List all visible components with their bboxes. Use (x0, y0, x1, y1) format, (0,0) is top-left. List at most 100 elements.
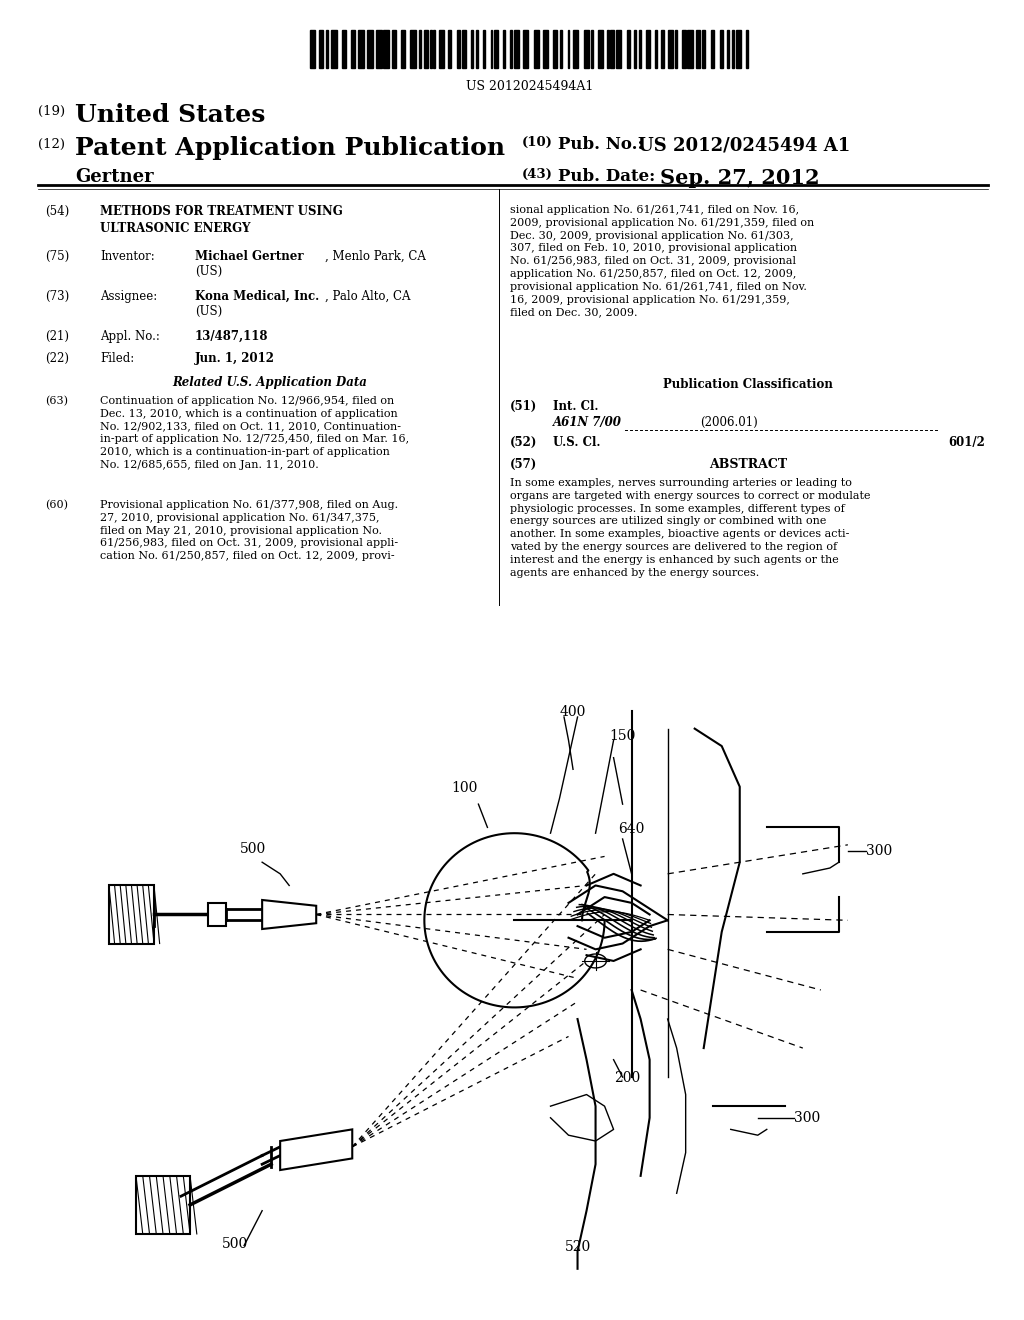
Bar (358, 30, 364, 69)
Text: Filed:: Filed: (100, 352, 134, 366)
Text: (60): (60) (45, 500, 68, 511)
Text: 500: 500 (222, 1237, 248, 1251)
Text: (43): (43) (522, 168, 553, 181)
Text: 640: 640 (618, 821, 644, 836)
Bar (483, 30, 485, 69)
Text: Assignee:: Assignee: (100, 290, 158, 304)
Bar (567, 30, 569, 69)
Bar (433, 30, 435, 69)
Bar (351, 30, 354, 69)
Text: Inventor:: Inventor: (100, 249, 155, 263)
Bar (701, 30, 706, 69)
Bar (627, 30, 630, 69)
Bar (675, 30, 677, 69)
Bar (660, 30, 665, 69)
Bar (310, 30, 315, 69)
Bar (392, 30, 396, 69)
Text: (75): (75) (45, 249, 70, 263)
Bar (553, 30, 557, 69)
Bar (476, 30, 478, 69)
Bar (720, 30, 723, 69)
Text: Continuation of application No. 12/966,954, filed on
Dec. 13, 2010, which is a c: Continuation of application No. 12/966,9… (100, 396, 410, 470)
Bar (342, 30, 346, 69)
Text: Jun. 1, 2012: Jun. 1, 2012 (195, 352, 275, 366)
Text: Publication Classification: Publication Classification (664, 378, 833, 391)
Text: 100: 100 (452, 781, 478, 795)
Text: US 2012/0245494 A1: US 2012/0245494 A1 (638, 136, 850, 154)
Text: 13/487,118: 13/487,118 (195, 330, 268, 343)
Text: Pub. No.:: Pub. No.: (558, 136, 649, 153)
Text: 200: 200 (613, 1072, 640, 1085)
Bar (655, 30, 657, 69)
Text: 150: 150 (609, 729, 636, 743)
Polygon shape (262, 900, 316, 929)
Bar (534, 30, 539, 69)
Text: 500: 500 (240, 842, 266, 857)
Bar (514, 30, 519, 69)
Bar (696, 30, 700, 69)
Bar (383, 30, 389, 69)
Text: U.S. Cl.: U.S. Cl. (553, 436, 600, 449)
Text: , Menlo Park, CA: , Menlo Park, CA (325, 249, 426, 263)
Bar (560, 30, 562, 69)
Bar (447, 30, 452, 69)
Bar (646, 30, 650, 69)
Text: , Palo Alto, CA: , Palo Alto, CA (325, 290, 411, 304)
Bar (425, 30, 428, 69)
Text: (51): (51) (510, 400, 538, 413)
Bar (411, 30, 416, 69)
Text: Related U.S. Application Data: Related U.S. Application Data (173, 376, 368, 389)
Text: (54): (54) (45, 205, 70, 218)
Bar (419, 30, 421, 69)
Text: Pub. Date:: Pub. Date: (558, 168, 655, 185)
Text: (63): (63) (45, 396, 68, 407)
Bar (326, 30, 328, 69)
Bar (368, 30, 373, 69)
Text: In some examples, nerves surrounding arteries or leading to
organs are targeted : In some examples, nerves surrounding art… (510, 478, 870, 578)
Bar (401, 30, 404, 69)
Bar (318, 30, 323, 69)
Bar (732, 30, 734, 69)
Bar (438, 30, 444, 69)
Text: Provisional application No. 61/377,908, filed on Aug.
27, 2010, provisional appl: Provisional application No. 61/377,908, … (100, 500, 398, 561)
Text: Gertner: Gertner (75, 168, 154, 186)
Text: (2006.01): (2006.01) (700, 416, 758, 429)
Bar (332, 30, 337, 69)
Text: Sep. 27, 2012: Sep. 27, 2012 (660, 168, 819, 187)
Bar (584, 30, 589, 69)
Bar (457, 30, 460, 69)
Bar (430, 30, 432, 69)
Text: 520: 520 (564, 1239, 591, 1254)
Bar (610, 30, 614, 69)
Text: (10): (10) (522, 136, 553, 149)
Text: (22): (22) (45, 352, 69, 366)
Bar (136, 1176, 190, 1234)
Text: (US): (US) (195, 265, 222, 279)
Bar (639, 30, 641, 69)
Text: Michael Gertner: Michael Gertner (195, 249, 304, 263)
Bar (668, 30, 673, 69)
Bar (543, 30, 548, 69)
Text: Kona Medical, Inc.: Kona Medical, Inc. (195, 290, 319, 304)
Bar (523, 30, 528, 69)
Text: 300: 300 (794, 1110, 820, 1125)
Text: Appl. No.:: Appl. No.: (100, 330, 160, 343)
Text: (57): (57) (510, 458, 538, 471)
Bar (711, 30, 714, 69)
Text: A61N 7/00: A61N 7/00 (553, 416, 622, 429)
Text: Patent Application Publication: Patent Application Publication (75, 136, 505, 160)
Bar (727, 30, 728, 69)
Text: (52): (52) (510, 436, 538, 449)
Bar (376, 30, 382, 69)
Bar (682, 30, 686, 69)
Text: US 20120245494A1: US 20120245494A1 (466, 81, 594, 92)
Bar (591, 30, 593, 69)
Text: 400: 400 (559, 705, 586, 719)
Polygon shape (208, 903, 226, 927)
Text: Int. Cl.: Int. Cl. (553, 400, 598, 413)
Bar (746, 30, 749, 69)
Bar (503, 30, 505, 69)
Text: (19): (19) (38, 106, 66, 117)
Bar (510, 30, 512, 69)
Bar (109, 886, 154, 944)
